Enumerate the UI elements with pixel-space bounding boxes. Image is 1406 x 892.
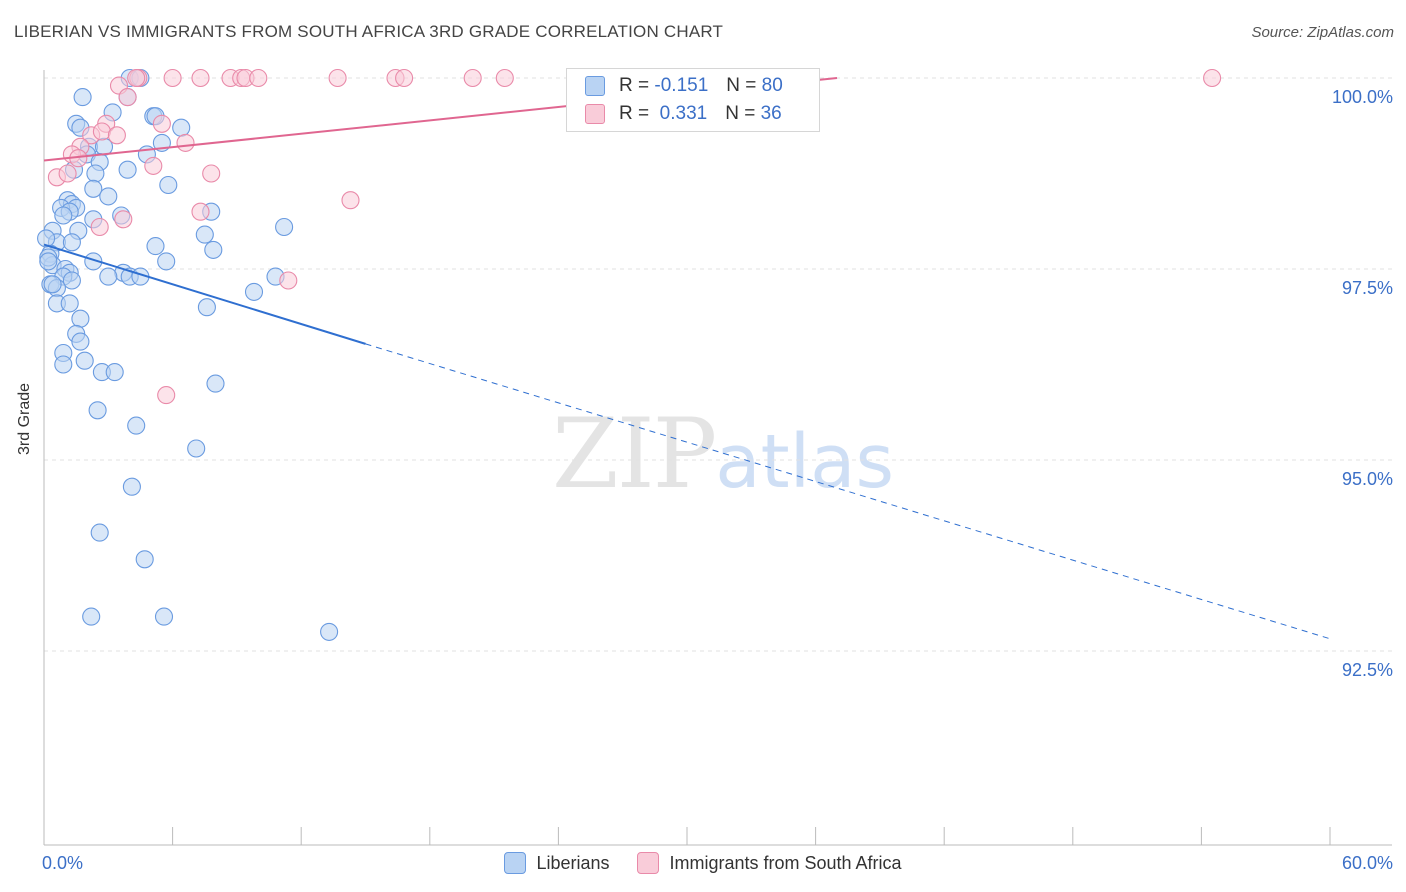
liberian-point xyxy=(159,175,178,195)
liberian-point xyxy=(172,118,191,137)
south-africa-point xyxy=(107,126,126,145)
legend-item-liberians[interactable]: Liberians xyxy=(504,852,609,874)
liberian-point xyxy=(154,607,174,626)
legend-swatch-liberians xyxy=(504,852,527,874)
south-africa-point xyxy=(163,68,182,88)
legend-swatch-south-africa xyxy=(637,852,660,874)
south-africa-point xyxy=(58,164,77,183)
liberian-point xyxy=(54,206,73,225)
south-africa-point xyxy=(191,202,210,221)
n-label: N = xyxy=(726,75,757,96)
liberian-point xyxy=(197,298,216,317)
south-africa-point xyxy=(341,191,360,210)
watermark-zip: ZIP xyxy=(552,398,717,510)
liberian-point xyxy=(118,160,137,179)
south-africa-point xyxy=(144,156,163,175)
liberian-point xyxy=(62,233,81,252)
x-tick-label-min: 0.0% xyxy=(42,853,83,873)
south-africa-point xyxy=(328,68,347,88)
liberian-point xyxy=(135,550,154,569)
liberian-point xyxy=(90,523,109,542)
liberian-point xyxy=(320,622,339,641)
liberian-trend-extension xyxy=(365,343,1331,640)
liberian-point xyxy=(88,401,107,420)
y-tick-label: 95.0% xyxy=(1342,469,1393,489)
x-tick-label-max: 60.0% xyxy=(1342,853,1393,873)
legend-label-south-africa: Immigrants from South Africa xyxy=(669,852,902,873)
legend-row-liberians: R = -0.151 N = 80 xyxy=(585,73,783,99)
south-africa-point xyxy=(279,271,298,290)
n-label: N = xyxy=(725,103,756,124)
south-africa-point xyxy=(157,386,176,405)
south-africa-point xyxy=(463,68,482,88)
south-africa-point xyxy=(114,210,133,229)
r-value-liberians: -0.151 xyxy=(654,75,709,96)
series-legend: Liberians Immigrants from South Africa xyxy=(0,852,1406,874)
south-africa-point xyxy=(118,88,137,107)
liberian-point xyxy=(43,275,62,294)
liberian-point xyxy=(122,477,141,496)
liberian-point xyxy=(39,252,58,271)
watermark-atlas: atlas xyxy=(715,419,895,505)
south-africa-point xyxy=(90,217,109,237)
liberian-point xyxy=(105,363,124,382)
legend-row-south-africa: R = 0.331 N = 36 xyxy=(585,101,782,127)
liberian-point xyxy=(99,187,118,206)
south-africa-point xyxy=(249,68,268,88)
liberian-trend-line xyxy=(43,243,366,345)
south-africa-point xyxy=(152,114,171,133)
legend-label-liberians: Liberians xyxy=(536,852,610,873)
south-africa-point xyxy=(495,68,514,88)
correlation-legend: R = -0.151 N = 80 R = 0.331 N = 36 xyxy=(566,68,820,132)
liberian-point xyxy=(62,271,81,290)
watermark: ZIPatlas xyxy=(552,398,894,510)
r-label: R = xyxy=(619,103,650,124)
liberian-point xyxy=(99,267,118,286)
liberian-point xyxy=(244,282,264,301)
liberian-point xyxy=(206,374,225,393)
chart-title: LIBERIAN VS IMMIGRANTS FROM SOUTH AFRICA… xyxy=(14,22,724,41)
liberian-point xyxy=(157,252,176,271)
liberian-point xyxy=(187,439,206,458)
liberian-point xyxy=(275,217,294,237)
liberian-point xyxy=(195,225,214,244)
liberian-point xyxy=(82,607,101,626)
liberian-point xyxy=(75,351,94,370)
n-value-south-africa: 36 xyxy=(760,103,782,124)
y-tick-label: 92.5% xyxy=(1342,660,1393,680)
y-tick-label: 97.5% xyxy=(1342,278,1393,298)
legend-swatch-blue xyxy=(585,76,605,96)
r-value-south-africa: 0.331 xyxy=(659,103,708,124)
south-africa-point xyxy=(395,68,414,88)
liberian-point xyxy=(86,164,105,183)
liberian-point xyxy=(84,179,103,198)
n-value-liberians: 80 xyxy=(761,75,783,96)
south-africa-point xyxy=(92,122,111,141)
liberian-point xyxy=(60,294,79,313)
liberian-point xyxy=(37,229,56,248)
source-label: Source: ZipAtlas.com xyxy=(1251,24,1394,41)
liberian-point xyxy=(54,355,73,374)
south-africa-point xyxy=(191,68,210,88)
liberian-point xyxy=(127,416,146,435)
liberian-point xyxy=(71,309,90,328)
south-africa-point xyxy=(202,164,221,183)
liberian-point xyxy=(204,240,223,259)
legend-swatch-pink xyxy=(585,104,605,124)
south-africa-point xyxy=(127,68,146,88)
south-africa-point xyxy=(176,133,195,152)
liberian-point xyxy=(73,88,92,107)
south-africa-point xyxy=(1203,68,1222,88)
r-label: R = xyxy=(619,75,650,96)
legend-item-south-africa[interactable]: Immigrants from South Africa xyxy=(637,852,902,874)
liberian-point xyxy=(71,332,90,351)
y-tick-label: 100.0% xyxy=(1332,87,1393,107)
liberian-point xyxy=(146,237,165,256)
